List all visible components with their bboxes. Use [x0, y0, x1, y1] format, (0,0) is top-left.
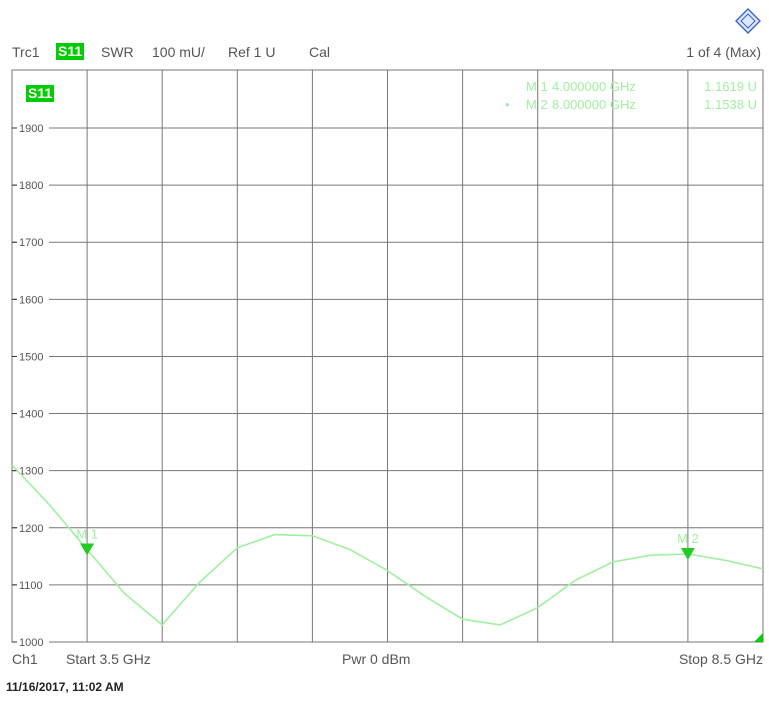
y-tick-bg: [17, 406, 49, 421]
cal-label: Cal: [309, 44, 331, 60]
ref-label: Ref 1 U: [228, 44, 276, 60]
y-tick-bg: [17, 178, 49, 193]
start-freq: Start 3.5 GHz: [66, 651, 151, 667]
y-tick-label: 1500: [19, 351, 43, 363]
y-tick-bg: [17, 577, 49, 592]
y-tick-label: 1100: [19, 580, 43, 592]
trace-name: Trc1: [12, 44, 40, 60]
y-tick-label: 1400: [19, 409, 43, 421]
y-ticks: 1000 1100 1200 1300 1400 1500 1600 1700 1800 1900: [12, 121, 49, 649]
marker-2-triangle: [680, 548, 695, 561]
y-tick-bg: [17, 635, 49, 649]
page-indicator: 1 of 4 (Max): [686, 44, 761, 60]
power-label: Pwr 0 dBm: [342, 651, 411, 667]
y-tick-label: 1200: [19, 523, 43, 535]
sparam-badge[interactable]: S11: [56, 43, 85, 60]
grid: [11, 69, 764, 643]
stop-freq: Stop 8.5 GHz: [678, 651, 763, 667]
marker-2-tag: M 2: [677, 531, 699, 546]
y-tick-label: 1900: [19, 123, 43, 135]
y-tick-bg: [17, 463, 49, 478]
marker-1-triangle: [80, 543, 95, 556]
y-tick-bg: [17, 121, 49, 135]
y-tick-bg: [17, 349, 49, 364]
markers: M 1 M 2: [76, 526, 699, 561]
y-tick-bg: [17, 235, 49, 250]
y-tick-bg: [17, 292, 49, 307]
stop-arrow-icon: [754, 633, 763, 642]
rs-logo-icon: [735, 8, 761, 34]
marker-1-tag: M 1: [76, 526, 98, 541]
timestamp: 11/16/2017, 11:02 AM: [6, 680, 124, 694]
y-tick-bg: [17, 520, 49, 535]
y-tick-label: 1800: [19, 180, 43, 192]
y-tick-label: 1000: [19, 637, 43, 649]
scale-label: 100 mU/: [152, 44, 205, 60]
format-label: SWR: [101, 44, 134, 60]
y-tick-label: 1700: [19, 237, 43, 249]
y-tick-label: 1300: [19, 466, 43, 478]
trace-badge: S11: [26, 85, 55, 102]
y-tick-label: 1600: [19, 294, 43, 306]
s11-trace-line: [11, 464, 764, 627]
channel-label: Ch1: [12, 651, 38, 667]
